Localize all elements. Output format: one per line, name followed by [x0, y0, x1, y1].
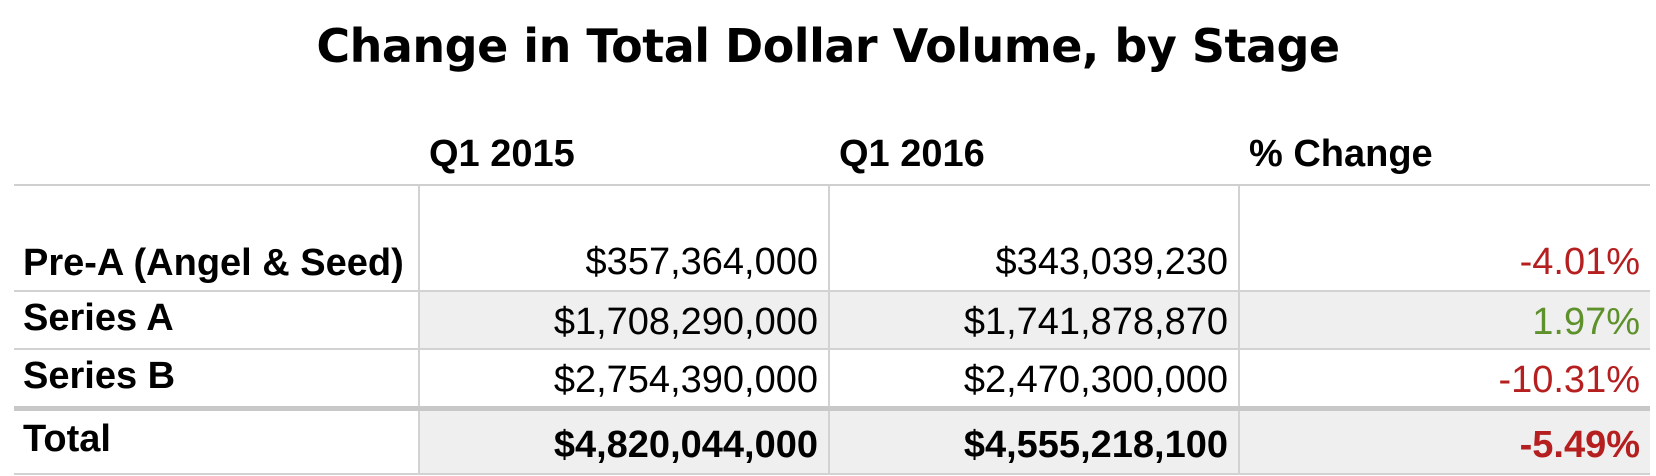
cell-q1-2015: $4,820,044,000 [418, 406, 829, 475]
header-pct-change: % Change [1239, 112, 1650, 186]
row-label: Series A [14, 291, 419, 350]
header-stage [14, 112, 419, 186]
cell-q1-2016: $1,741,878,870 [828, 291, 1239, 350]
cell-pct-change: -10.31% [1238, 349, 1650, 410]
row-label: Series B [14, 349, 419, 410]
cell-q1-2015: $357,364,000 [418, 185, 829, 292]
total-row: Total $4,820,044,000 $4,555,218,100 -5.4… [14, 406, 1650, 475]
dollar-volume-table: Q1 2015 Q1 2016 % Change Pre-A (Angel & … [14, 112, 1650, 475]
cell-q1-2016: $343,039,230 [828, 185, 1239, 292]
header-q1-2016: Q1 2016 [829, 112, 1239, 186]
header-row: Q1 2015 Q1 2016 % Change [14, 112, 1650, 186]
cell-pct-change: -5.49% [1238, 406, 1650, 475]
table-row: Series B $2,754,390,000 $2,470,300,000 -… [14, 349, 1650, 410]
header-q1-2015: Q1 2015 [419, 112, 829, 186]
cell-q1-2016: $2,470,300,000 [828, 349, 1239, 410]
cell-q1-2015: $1,708,290,000 [418, 291, 829, 350]
cell-pct-change: 1.97% [1238, 291, 1650, 350]
cell-pct-change: -4.01% [1238, 185, 1650, 292]
table-row: Pre-A (Angel & Seed) $357,364,000 $343,0… [14, 185, 1650, 292]
chart-title: Change in Total Dollar Volume, by Stage [316, 19, 1340, 73]
row-label: Pre-A (Angel & Seed) [14, 185, 419, 292]
cell-q1-2016: $4,555,218,100 [828, 406, 1239, 475]
row-label: Total [14, 406, 419, 475]
table-row: Series A $1,708,290,000 $1,741,878,870 1… [14, 291, 1650, 350]
cell-q1-2015: $2,754,390,000 [418, 349, 829, 410]
